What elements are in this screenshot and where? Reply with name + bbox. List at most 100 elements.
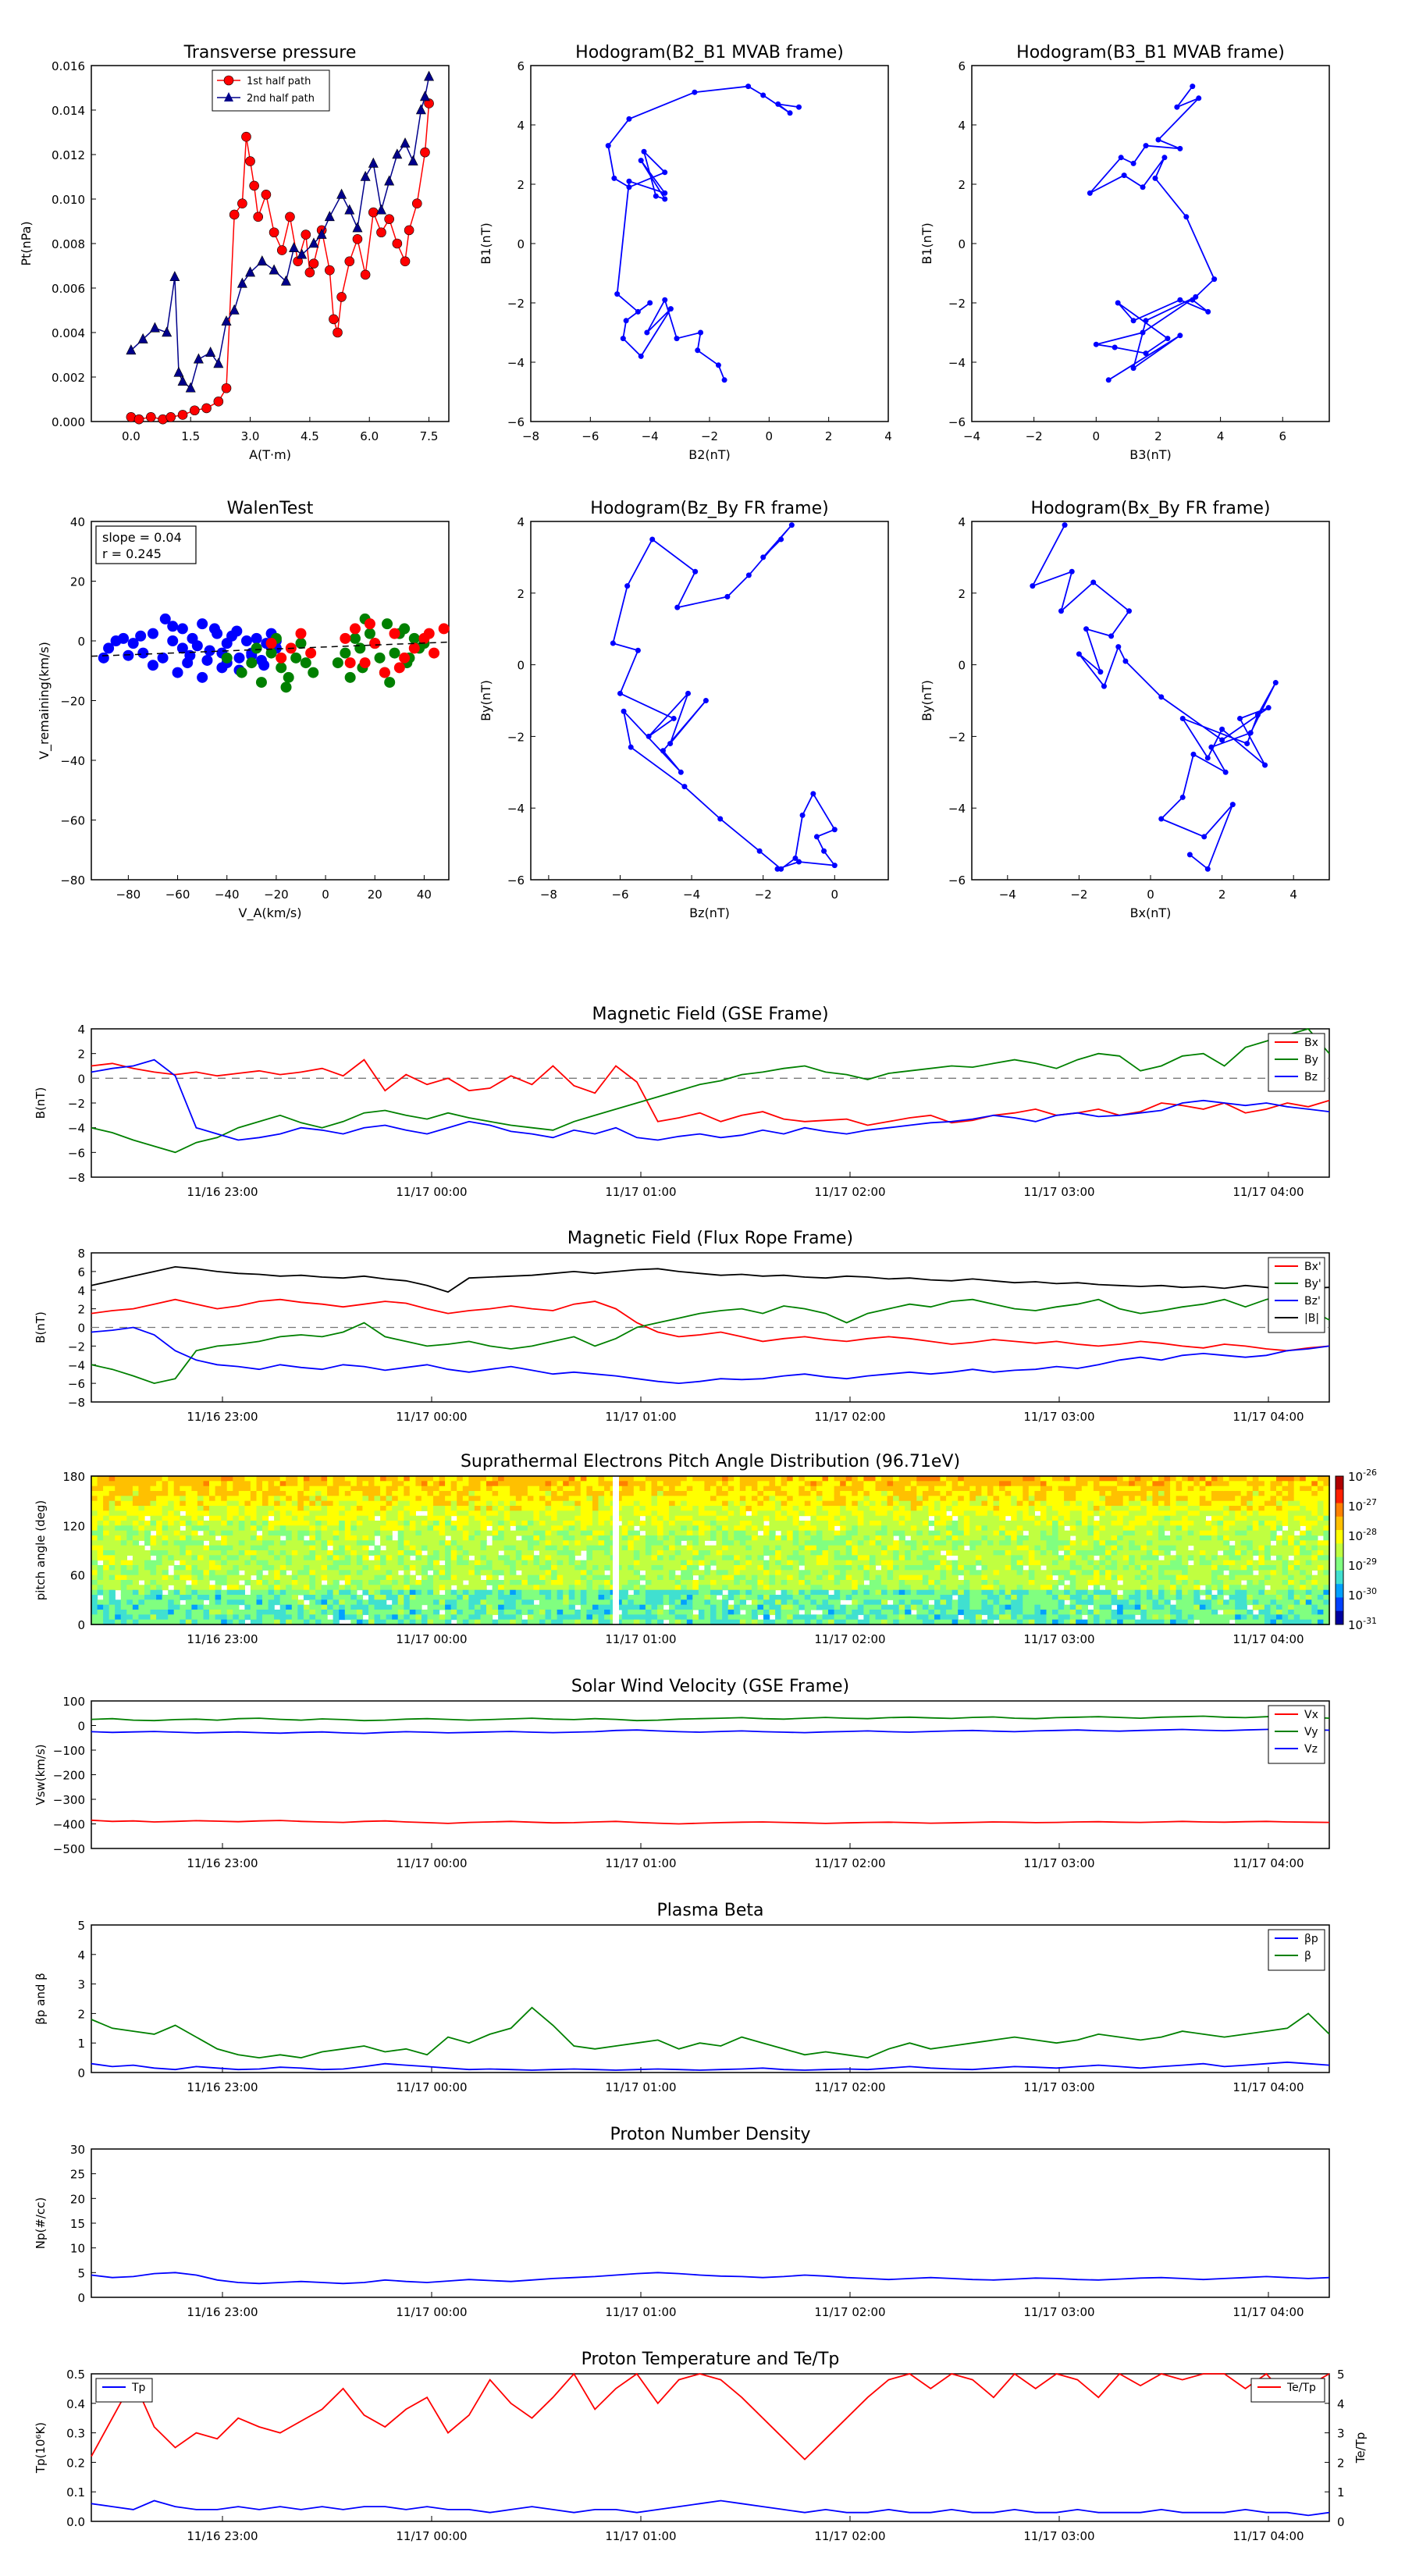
pad-heatmap-cell [244,1604,251,1610]
pad-heatmap-cell [657,1481,664,1487]
pad-title: Suprathermal Electrons Pitch Angle Distr… [461,1452,960,1471]
pad-heatmap-cell [734,1574,741,1581]
pad-heatmap-cell [893,1530,900,1536]
pad-heatmap-cell [869,1500,877,1507]
pad-heatmap-cell [621,1574,628,1581]
pad-heatmap-cell [545,1476,552,1482]
h1-point [626,184,632,190]
pad-heatmap-cell [268,1496,275,1502]
pad-heatmap-cell [663,1595,670,1600]
pad-heatmap-cell [681,1481,688,1487]
pad-heatmap-cell [515,1521,522,1526]
pad-heatmap-cell [386,1481,393,1487]
pad-heatmap-cell [975,1521,983,1526]
pad-heatmap-cell [468,1595,475,1600]
pad-heatmap-cell [940,1510,947,1517]
pad-heatmap-cell [180,1545,187,1551]
pad-heatmap-cell [863,1521,870,1526]
pad-heatmap-cell [686,1481,693,1487]
pad-heatmap-cell [804,1496,811,1502]
pad-heatmap-cell [380,1496,387,1502]
pad-heatmap-cell [244,1506,251,1511]
pad-heatmap-cell [162,1485,169,1492]
pad-heatmap-cell [209,1540,216,1546]
pad-heatmap-cell [840,1530,847,1536]
pad-heatmap-cell [421,1595,429,1600]
pad-heatmap-cell [928,1540,935,1546]
pad-heatmap-cell [279,1560,286,1566]
pad-heatmap-cell [221,1614,228,1621]
wt-point [344,671,356,683]
pad-heatmap-cell [492,1595,499,1600]
wt-x-tick-label: 40 [417,888,432,902]
pad-heatmap-cell [545,1555,552,1561]
pad-heatmap-cell [799,1604,806,1610]
pad-heatmap-cell [279,1604,286,1610]
wt-point [127,638,139,649]
pad-heatmap-cell [150,1619,157,1625]
pad-heatmap-cell [457,1515,464,1521]
pad-heatmap-cell [822,1485,829,1492]
pad-heatmap-cell [397,1540,404,1546]
pad-heatmap-cell [392,1485,399,1492]
pad-heatmap-cell [421,1585,429,1591]
pad-heatmap-cell [781,1506,788,1511]
pad-heatmap-cell [503,1485,510,1492]
pad-heatmap-cell [804,1481,811,1487]
pad-heatmap-cell [958,1500,965,1507]
pad-heatmap-cell [686,1545,693,1551]
pad-heatmap-cell [692,1555,699,1561]
pad-heatmap-cell [834,1496,841,1502]
pad-heatmap-cell [722,1510,729,1517]
h2-x-tick-label: −4 [963,429,980,443]
pad-heatmap-cell [527,1545,535,1551]
tp-point [249,180,259,191]
pad-heatmap-cell [663,1585,670,1591]
pad-heatmap-cell [439,1604,446,1610]
pad-heatmap-cell [404,1491,411,1496]
h1-xlabel: B2(nT) [688,447,731,462]
pad-heatmap-cell [639,1545,646,1551]
pad-heatmap-cell [604,1545,611,1551]
pad-heatmap-cell [834,1485,841,1492]
pad-heatmap-cell [91,1515,98,1521]
pad-heatmap-cell [191,1610,198,1615]
pad-heatmap-cell [203,1550,210,1556]
pad-heatmap-cell [427,1530,434,1536]
pad-heatmap-cell [745,1545,752,1551]
pad-heatmap-cell [256,1589,263,1596]
pad-heatmap-cell [386,1610,393,1615]
pad-heatmap-cell [397,1619,404,1625]
pad-heatmap-cell [905,1555,912,1561]
pad-heatmap-cell [922,1506,930,1511]
pad-heatmap-cell [657,1506,664,1511]
pad-heatmap-cell [503,1481,510,1487]
pad-heatmap-cell [657,1496,664,1502]
pad-heatmap-cell [557,1585,564,1591]
pad-heatmap-cell [881,1550,888,1556]
pad-heatmap-cell [498,1521,505,1526]
pad-heatmap-cell [568,1574,575,1581]
pad-heatmap-cell [138,1589,145,1596]
pad-heatmap-cell [568,1530,575,1536]
pad-heatmap-cell [663,1570,670,1576]
pad-heatmap-cell [433,1496,440,1502]
pad-heatmap-cell [828,1521,835,1526]
pad-heatmap-cell [586,1555,593,1561]
pad-heatmap-cell [339,1510,346,1517]
tp-x-tick-label: 7.5 [420,429,439,443]
pad-heatmap-cell [120,1599,127,1606]
pad-heatmap-cell [963,1580,970,1585]
pad-heatmap-cell [869,1515,877,1521]
pad-heatmap-cell [150,1560,157,1566]
pad-heatmap-cell [951,1560,959,1566]
pad-heatmap-cell [162,1574,169,1581]
pad-heatmap-cell [486,1496,493,1502]
pad-heatmap-cell [816,1570,823,1576]
pad-heatmap-cell [940,1525,947,1532]
pad-heatmap-cell [910,1485,917,1492]
pad-heatmap-cell [126,1565,133,1571]
pad-heatmap-cell [881,1570,888,1576]
pad-heatmap-cell [368,1535,375,1541]
pad-heatmap-cell [639,1496,646,1502]
